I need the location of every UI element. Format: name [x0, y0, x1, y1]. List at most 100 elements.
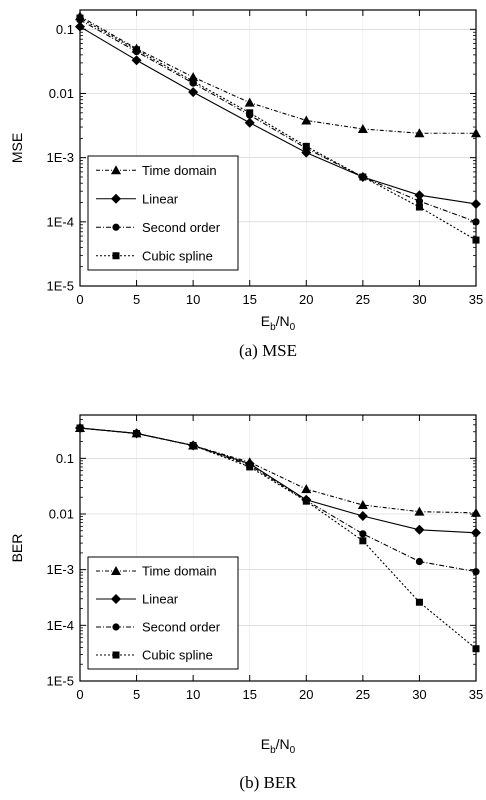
data-point: [75, 21, 85, 32]
y-tick-label: 1E-3: [47, 150, 74, 165]
x-tick-label: 20: [299, 292, 313, 307]
data-point: [189, 77, 197, 85]
legend: Time domain Linear Second order Cubic splin…: [87, 155, 239, 271]
legend-marker: [112, 623, 120, 631]
x-axis-label: Eb/N0: [261, 313, 296, 333]
y-tick-label: 0.1: [56, 22, 74, 37]
series-line: [79, 427, 477, 534]
y-tick-label: 0.1: [56, 451, 74, 466]
x-tick-label: 35: [469, 292, 483, 307]
data-point: [471, 507, 481, 517]
legend-marker: [112, 651, 120, 659]
x-axis-label-part: E: [261, 313, 270, 329]
legend-marker: [112, 223, 120, 231]
data-point: [244, 97, 255, 107]
data-point: [359, 173, 367, 181]
data-point: [246, 109, 254, 117]
data-point: [472, 218, 480, 226]
data-point: [415, 557, 424, 566]
data-point: [301, 484, 312, 494]
plot-frame: [79, 414, 477, 682]
legend-label: Time domain: [142, 564, 217, 579]
figure-caption: (b) BER: [239, 773, 297, 792]
data-point: [244, 117, 255, 128]
data-point: [471, 527, 481, 538]
y-axis-label: BER: [9, 534, 25, 563]
y-tick-label: 0.01: [49, 506, 74, 521]
y-tick-label: 1E-5: [47, 674, 74, 689]
data-point: [131, 55, 142, 66]
legend-marker: [111, 566, 121, 575]
legend-label: Second order: [142, 220, 221, 235]
series-square: [76, 14, 480, 244]
y-tick-label: 0.01: [49, 86, 74, 101]
x-axis-label-part: /N: [276, 736, 290, 752]
data-point: [188, 87, 199, 98]
legend-label: Cubic spline: [142, 648, 213, 663]
x-axis-label: Eb/N0: [261, 736, 296, 756]
x-tick-label: 25: [356, 687, 370, 702]
data-point: [472, 568, 480, 576]
x-tick-label: 0: [76, 687, 83, 702]
data-point: [414, 190, 425, 201]
data-point: [302, 497, 310, 505]
x-tick-label: 15: [242, 292, 256, 307]
x-axis-label-part: b: [270, 322, 276, 333]
data-point: [472, 645, 480, 653]
data-point: [76, 424, 84, 432]
x-axis-label-part: E: [261, 736, 270, 752]
x-axis-label-part: 0: [290, 745, 296, 756]
x-tick-label: 10: [186, 292, 200, 307]
y-axis-label: MSE: [9, 133, 25, 163]
legend-marker: [112, 252, 120, 260]
data-point: [471, 128, 481, 138]
data-point: [357, 123, 368, 133]
y-tick-label: 1E-4: [47, 618, 74, 633]
legend-label: Time domain: [142, 163, 217, 178]
series-line: [79, 427, 477, 514]
x-tick-label: 30: [412, 292, 426, 307]
data-point: [414, 524, 425, 535]
series-circle: [76, 424, 480, 576]
data-point: [414, 128, 425, 138]
data-point: [357, 500, 368, 510]
data-point: [415, 598, 423, 606]
series-line: [79, 26, 477, 205]
plot-frame: [79, 9, 477, 287]
legend-label: Second order: [142, 620, 221, 635]
x-tick-label: 15: [242, 687, 256, 702]
y-tick-label: 1E-4: [47, 214, 74, 229]
series-triangle: [75, 11, 481, 138]
series-line: [79, 427, 477, 573]
data-point: [359, 537, 367, 545]
legend-label: Cubic spline: [142, 248, 213, 263]
x-tick-label: 0: [76, 292, 83, 307]
legend-label: Linear: [142, 592, 179, 607]
legend-marker: [111, 193, 121, 204]
figure-caption: (a) MSE: [239, 341, 297, 360]
x-axis-label-part: b: [270, 745, 276, 756]
legend-box: [87, 556, 239, 670]
data-point: [414, 506, 425, 516]
x-axis-label-part: 0: [290, 322, 296, 333]
data-point: [472, 236, 480, 244]
legend-box: [87, 155, 239, 271]
data-point: [133, 429, 141, 437]
legend-marker: [111, 165, 121, 175]
data-point: [471, 198, 481, 209]
data-point: [301, 115, 312, 125]
x-tick-label: 30: [412, 687, 426, 702]
x-tick-label: 10: [186, 687, 200, 702]
series-line: [79, 19, 477, 223]
data-point: [189, 441, 197, 449]
y-tick-label: 1E-5: [47, 279, 74, 294]
data-point: [133, 46, 141, 54]
data-point: [415, 197, 424, 205]
x-tick-label: 20: [299, 687, 313, 702]
y-tick-label: 1E-3: [47, 562, 74, 577]
data-point: [246, 463, 254, 471]
series-line: [79, 17, 477, 241]
series-line: [79, 427, 477, 650]
